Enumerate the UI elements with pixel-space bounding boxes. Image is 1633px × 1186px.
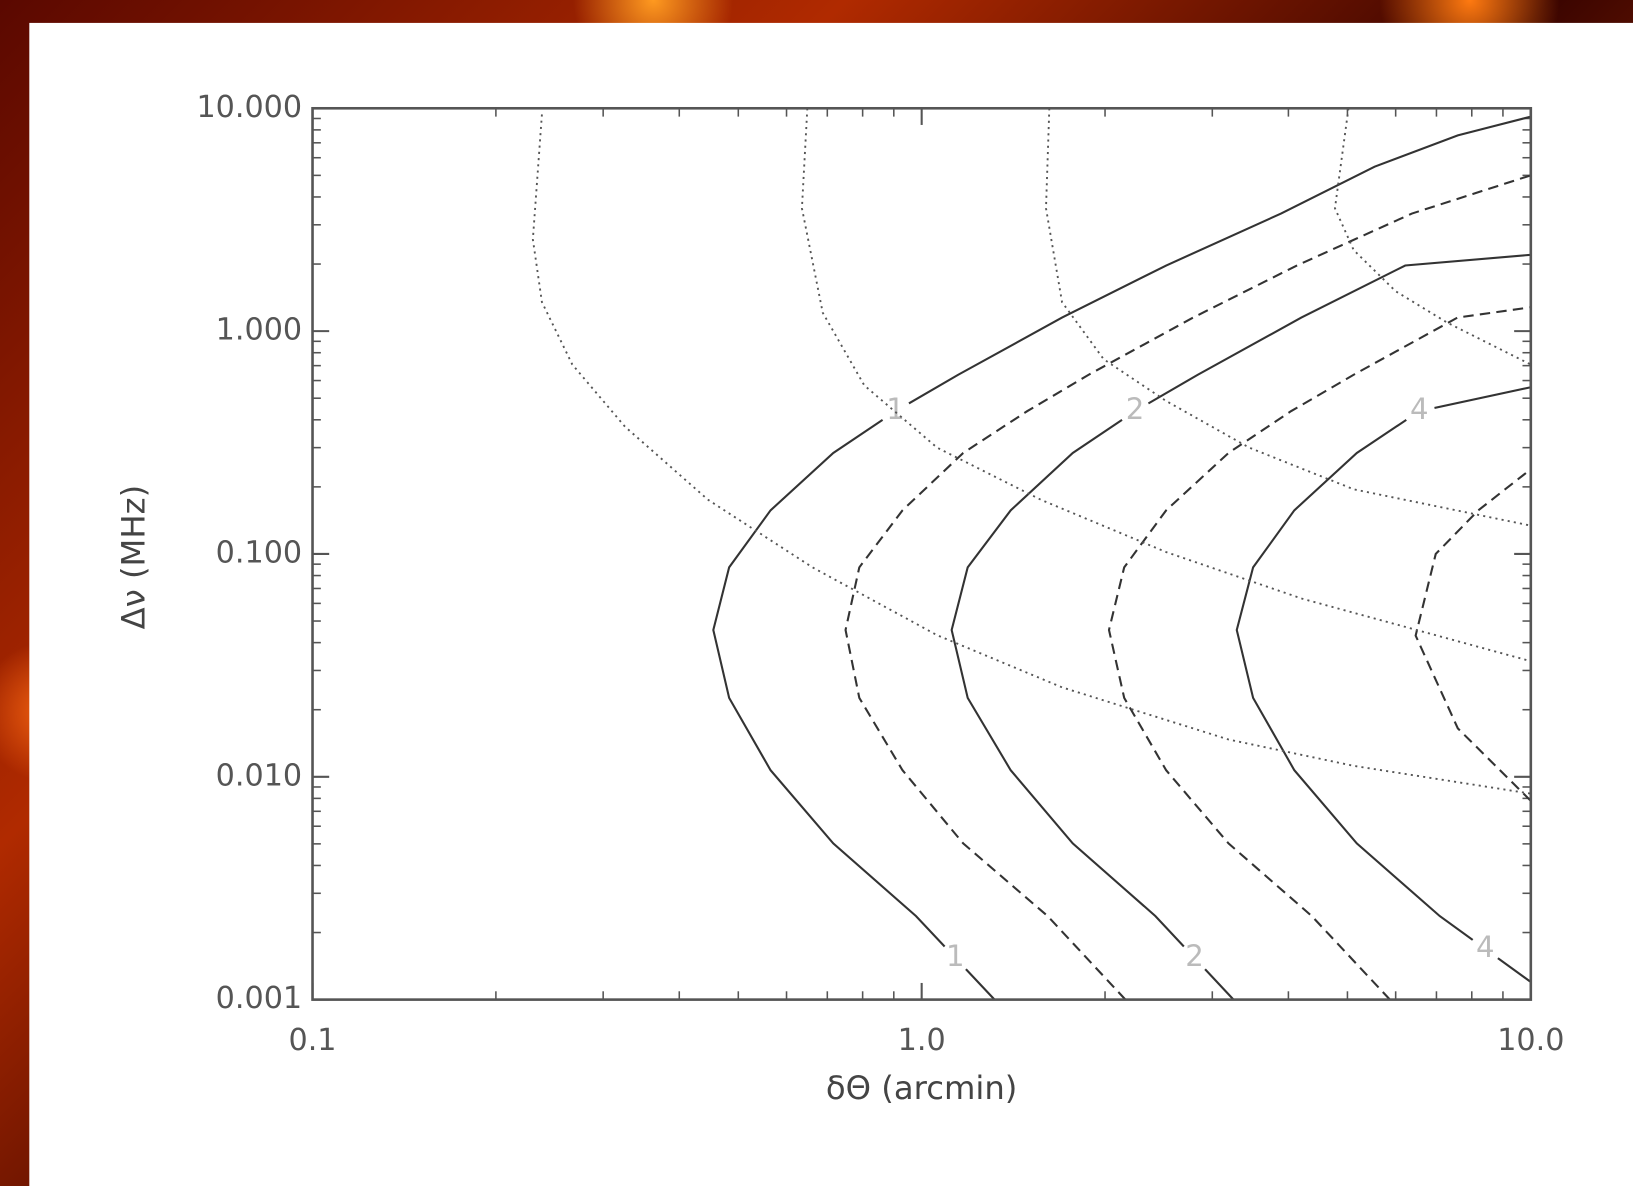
y-tick-label: 0.010 (216, 758, 302, 793)
contour-label: 1 (886, 392, 905, 426)
y-tick-label: 1.000 (216, 313, 302, 348)
y-tick-label: 0.100 (216, 535, 302, 570)
x-tick-label: 0.1 (289, 1023, 337, 1058)
chart: δΘ (arcmin) Δν (MHz) 0.0010.0100.1001.00… (0, 0, 1633, 1186)
y-tick-label: 10.000 (196, 90, 302, 125)
contour-label: 2 (1126, 392, 1145, 426)
y-tick-label: 0.001 (216, 981, 302, 1016)
y-axis-title: Δν (MHz) (115, 485, 153, 630)
contour-label: 1 (946, 939, 965, 973)
x-axis-title: δΘ (arcmin) (826, 1069, 1017, 1107)
x-tick-label: 1.0 (898, 1023, 946, 1058)
contour-label: 2 (1185, 939, 1204, 973)
contour-label: 4 (1476, 930, 1495, 964)
contour-label: 4 (1410, 392, 1429, 426)
x-tick-label: 10.0 (1497, 1023, 1564, 1058)
page: {"chart_data": {"type": "contour", "xlab… (0, 0, 1633, 1186)
